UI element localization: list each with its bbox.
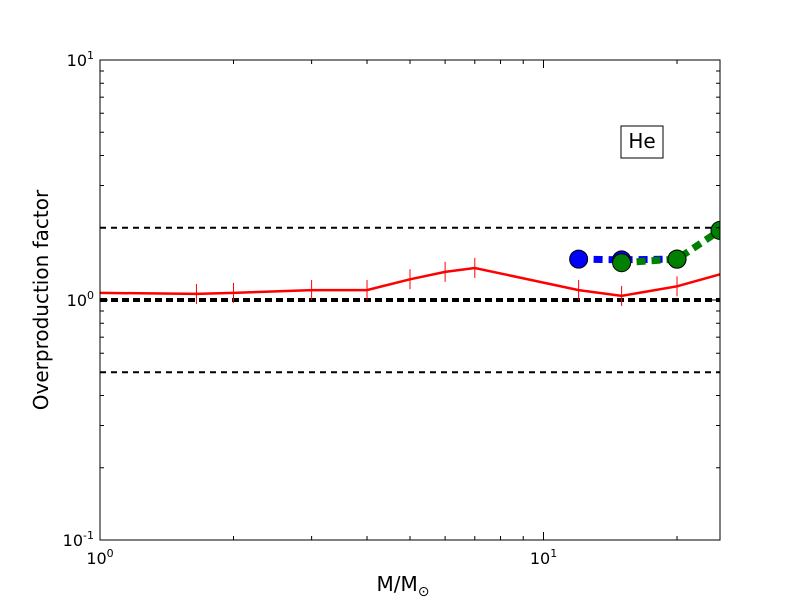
- y-tick-base: 10: [67, 51, 87, 70]
- series-2: [612, 220, 720, 273]
- x-tick-exponent: 0: [107, 547, 114, 560]
- x-axis-label-main: M/M: [377, 572, 418, 596]
- y-tick-base: 10: [63, 531, 83, 550]
- annotation-label: He: [628, 129, 655, 153]
- series-1-point-0: [569, 249, 589, 269]
- y-tick-label-1: 100: [67, 289, 94, 310]
- x-axis-label: M/M⊙: [377, 572, 430, 600]
- y-axis-label: Overproduction factor: [29, 189, 53, 410]
- x-axis-label-subscript: ⊙: [418, 584, 430, 600]
- series-2-point-0: [612, 253, 632, 273]
- x-tick-label-1: 101: [530, 547, 557, 568]
- y-tick-exponent: 0: [87, 289, 94, 302]
- series-2-point-2: [710, 220, 720, 240]
- y-tick-label-0: 10-1: [63, 529, 94, 550]
- x-tick-base: 10: [86, 549, 106, 568]
- y-tick-exponent: 1: [87, 49, 94, 62]
- annotation-box: He: [620, 125, 664, 159]
- x-tick-label-0: 100: [86, 547, 113, 568]
- y-tick-label-2: 101: [67, 49, 94, 70]
- x-tick-exponent: 1: [550, 547, 557, 560]
- annotation-frame: [620, 125, 664, 159]
- series-2-point-1: [667, 249, 687, 269]
- x-tick-base: 10: [530, 549, 550, 568]
- y-tick-base: 10: [67, 291, 87, 310]
- y-tick-exponent: -1: [83, 529, 94, 542]
- series-0: [100, 257, 720, 306]
- series-2-line: [621, 227, 720, 267]
- series-0-line: [100, 266, 720, 298]
